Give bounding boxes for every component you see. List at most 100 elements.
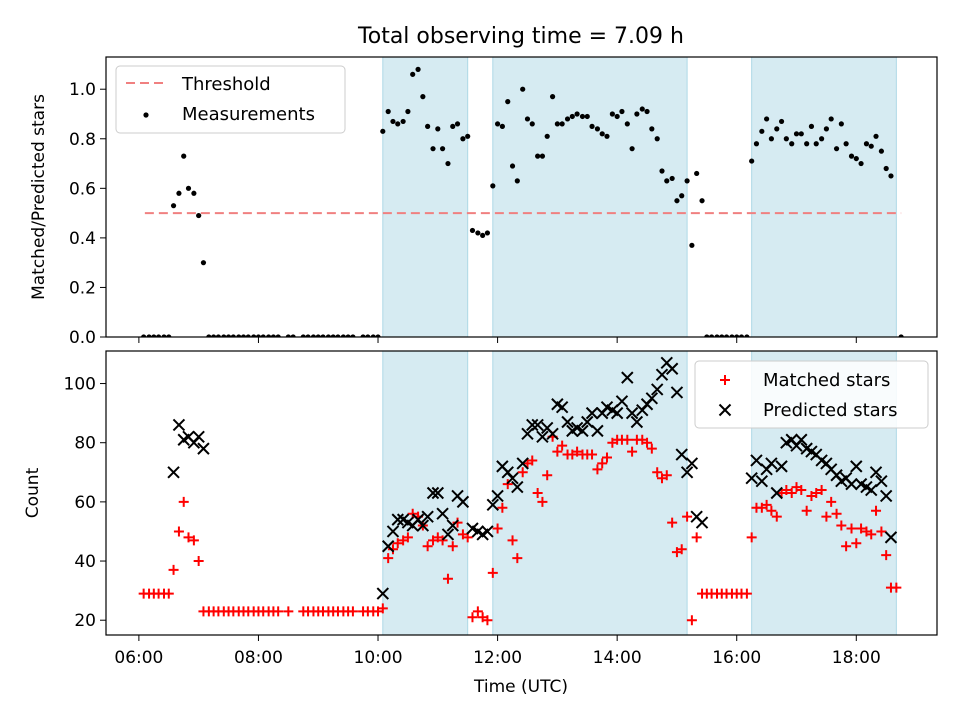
matched-star-point [686,615,697,626]
top-y-tick-label: 1.0 [69,80,96,100]
measurement-point [719,334,725,337]
predicted-star-point [536,430,549,443]
measurement-point [863,141,870,147]
predicted-star-point [630,415,644,429]
predicted-star-point [850,460,863,473]
measurement-point [873,133,879,139]
measurement-point [420,94,426,100]
measurement-point [644,108,650,115]
measurement-point [340,334,346,337]
measurement-point [266,334,272,337]
predicted-star-point [685,457,699,470]
predicted-star-point [655,368,669,381]
measurement-point [768,136,774,142]
matched-star-point [447,541,458,552]
measurement-point [450,123,456,129]
matched-star-point [676,544,687,555]
measurement-point [330,334,336,337]
measurement-point [783,136,789,142]
predicted-star-point [531,418,544,432]
matched-star-point [821,511,832,522]
matched-star-point [866,529,877,540]
measurement-point [445,160,451,167]
matched-star-point [652,467,663,478]
x-tick-label: 18:00 [832,648,881,668]
matched-star-point [487,567,498,578]
matched-star-point [387,544,398,555]
measurement-point [365,334,371,337]
predicted-star-point [695,516,709,529]
matched-star-point [816,485,827,496]
measurement-point [808,123,815,129]
top-observing-interval-2 [751,57,897,337]
measurement-point [723,334,730,337]
measurement-point [574,111,580,117]
measurement-point [400,118,406,125]
predicted-star-point [591,424,604,438]
predicted-star-point [775,460,788,473]
measurement-point [753,141,760,147]
predicted-star-point [865,483,878,497]
matched-star-point [876,526,887,537]
matched-star-point [557,440,568,451]
measurement-point [465,133,471,139]
bottom-y-tick-label: 40 [74,552,96,572]
measurement-point [181,153,187,159]
predicted-star-point [376,587,390,600]
measurement-point [649,126,655,132]
measurement-point [659,168,665,174]
predicted-star-point [765,457,778,470]
predicted-star-point [172,418,186,432]
matched-star-point [402,532,413,543]
measurement-point [868,143,874,149]
predicted-star-point [795,433,808,446]
measurement-point [669,175,675,182]
measurement-point [759,128,765,134]
measurement-point [684,178,690,184]
measurement-point [749,158,755,164]
predicted-star-point [506,472,519,485]
measurement-point [634,111,640,117]
measurement-point [236,334,242,337]
measurement-point [564,116,571,122]
predicted-star-point [486,498,500,512]
bottom-y-tick-label: 80 [74,434,96,454]
measurement-point [285,334,291,337]
measurement-point [789,141,795,147]
measurement-point [170,203,177,209]
measurement-point [191,190,197,196]
predicted-legend-marker [718,403,732,417]
measurement-point [211,334,217,337]
top-plot-area [141,57,904,337]
top-y-tick-label: 0.8 [69,130,96,150]
predicted-star-point [561,415,574,429]
measurement-point [156,334,162,337]
predicted-star-point [651,383,664,396]
measurement-point [714,334,720,337]
measurement-point [505,99,511,105]
predicted-star-point [869,466,883,479]
top-observing-interval-0 [382,57,469,337]
matched-star-point [482,615,493,626]
top-legend-box [115,65,346,134]
predicted-star-point [381,540,395,553]
measurement-point [480,232,486,239]
x-tick-label: 10:00 [354,648,403,668]
matched-star-point [597,458,608,469]
measurement-point [439,146,446,152]
predicted-star-point [875,474,888,488]
matched-star-point [437,535,448,546]
measurement-point [833,146,840,152]
matched-star-point [472,606,483,617]
predicted-star-point [750,454,763,467]
measurement-point [694,170,700,177]
measurement-point [813,141,819,147]
legend-label-matched: Matched stars [763,370,890,391]
matched-star-point [691,532,702,543]
series-predicted-stars [167,356,898,600]
measurement-point [430,146,436,152]
matched-star-point [836,520,847,531]
measurement-point [848,153,855,159]
bottom-y-tick-label: 60 [74,493,96,513]
bottom-observing-interval-1 [492,351,688,635]
